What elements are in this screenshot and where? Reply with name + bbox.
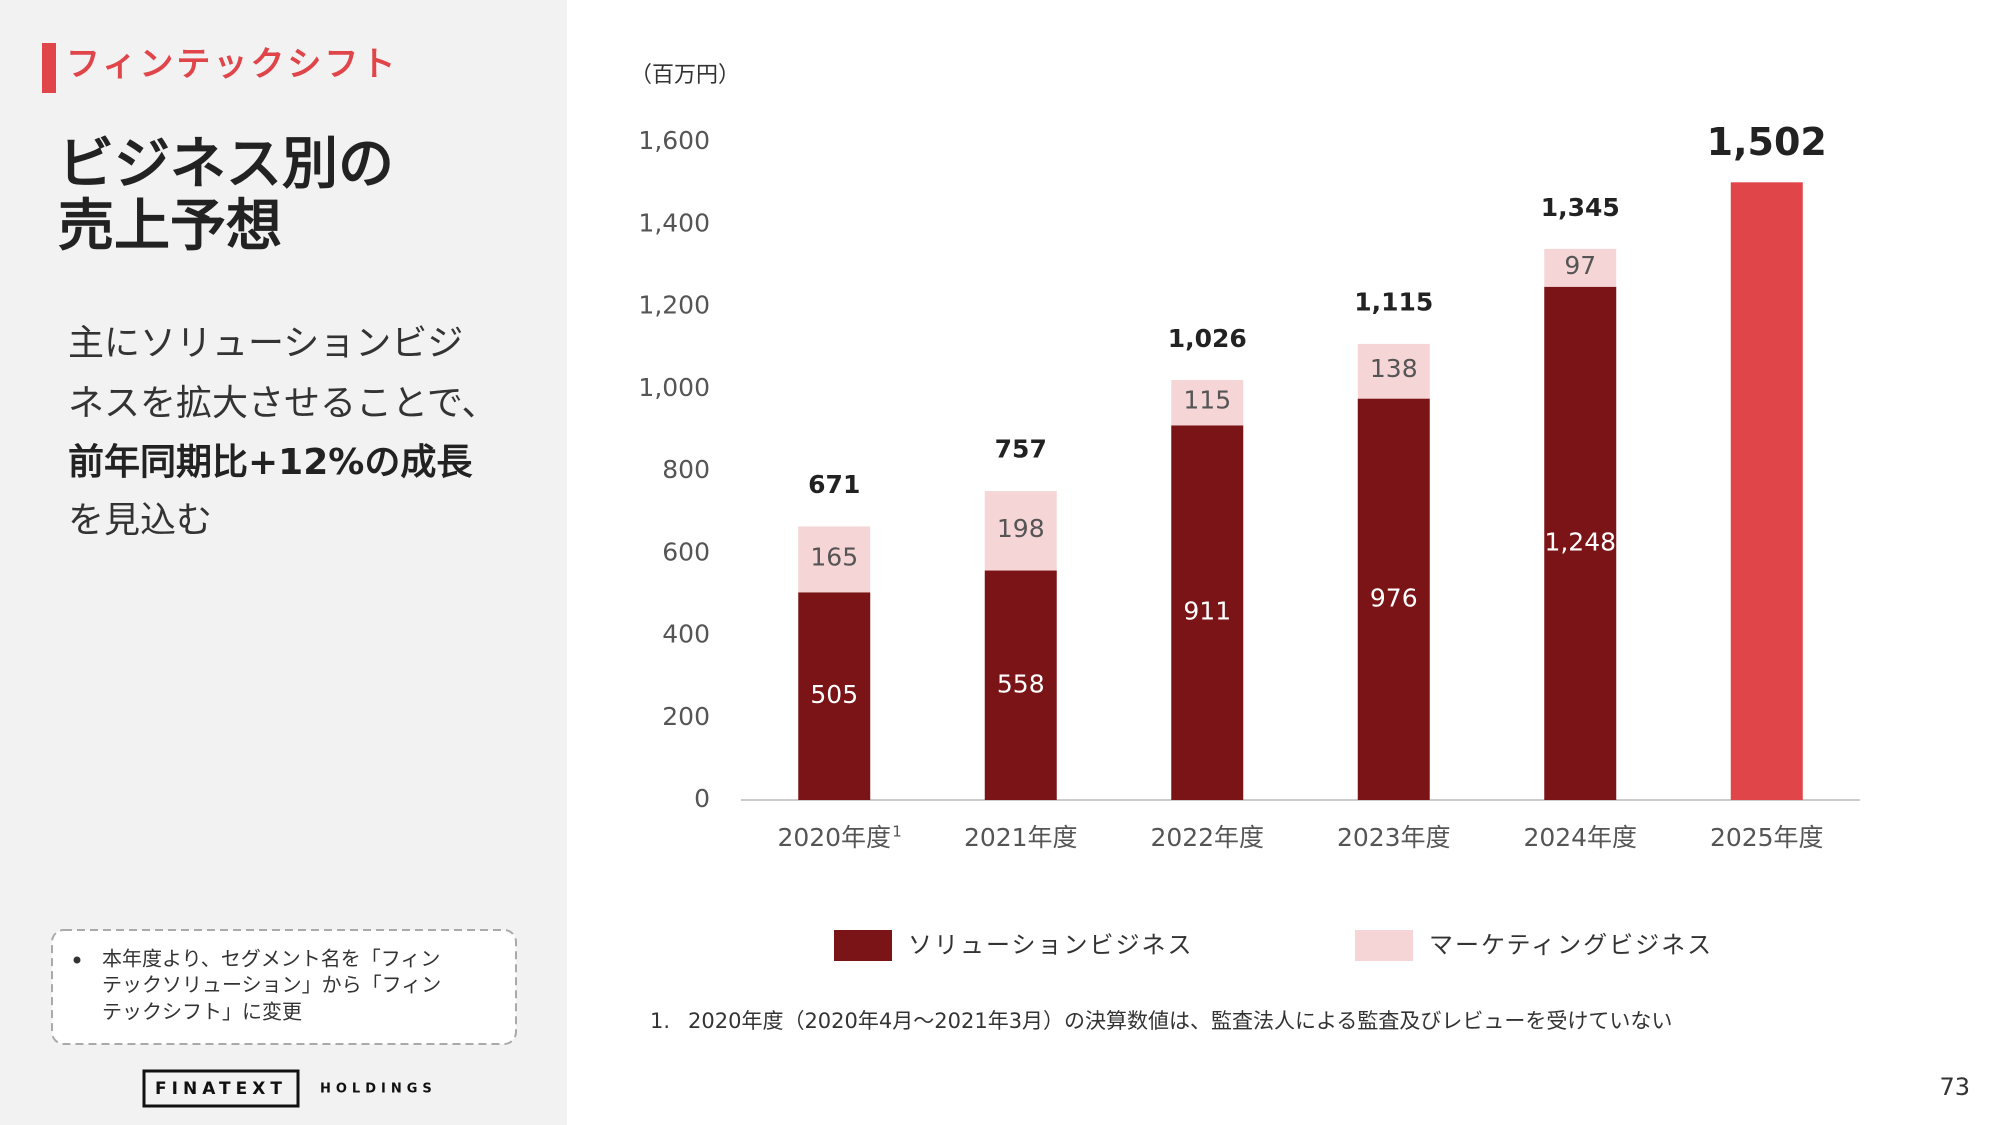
total-label: 1,026 xyxy=(1168,324,1247,353)
logo-box xyxy=(142,1069,300,1108)
y-tick-label: 1,200 xyxy=(638,291,710,320)
segment-label: 911 xyxy=(1183,597,1231,626)
x-tick-label: 2022年度 xyxy=(1150,823,1264,852)
title-line: ビジネス別の xyxy=(58,132,394,197)
logo-suffix: HOLDINGS xyxy=(320,1082,437,1097)
bar-segment xyxy=(1544,286,1617,800)
segment-label: 97 xyxy=(1564,251,1596,280)
title-line: 売上予想 xyxy=(58,194,282,259)
x-tick-label: 2024年度 xyxy=(1523,823,1637,852)
note-line: テックソリューション」から「フィン xyxy=(102,973,441,997)
segment-label: 198 xyxy=(997,514,1045,543)
body-line: ネスを拡大させることで、 xyxy=(68,383,497,424)
legend-swatch xyxy=(834,930,892,961)
bar-segment xyxy=(1171,425,1244,800)
segment-label: 165 xyxy=(810,542,858,571)
segment-label: 505 xyxy=(810,680,858,709)
bar-segment xyxy=(1544,248,1617,287)
bar-segment xyxy=(1357,343,1430,399)
total-label: 757 xyxy=(995,435,1047,464)
x-tick-label: 2020年度 xyxy=(777,823,891,852)
section-title: フィンテックシフト xyxy=(66,45,398,85)
note-line: 本年度より、セグメント名を「フィン xyxy=(102,947,440,971)
y-tick-label: 200 xyxy=(662,702,710,731)
segment-label: 138 xyxy=(1370,354,1418,383)
footnote: 2020年度（2020年4月～2021年3月）の決算数値は、監査法人による監査及… xyxy=(688,1009,1672,1033)
y-tick-label: 1,400 xyxy=(638,208,710,237)
legend-label: マーケティングビジネス xyxy=(1429,931,1713,959)
total-label: 1,115 xyxy=(1354,287,1433,316)
bar xyxy=(1730,182,1803,801)
section-marker xyxy=(42,43,56,93)
bar-segment xyxy=(798,526,871,593)
y-tick-label: 0 xyxy=(694,784,710,813)
body-line: 主にソリューションビジ xyxy=(68,323,463,364)
y-tick-label: 800 xyxy=(662,455,710,484)
segment-label: 976 xyxy=(1370,583,1418,612)
logo: FINATEXT xyxy=(155,1079,287,1099)
x-tick-label: 2023年度 xyxy=(1337,823,1451,852)
unit-label: （百万円） xyxy=(630,63,740,88)
segment-label: 115 xyxy=(1183,386,1231,415)
note-line: テックシフト」に変更 xyxy=(102,1000,302,1024)
legend-swatch xyxy=(1355,930,1413,961)
footnote-marker: 1. xyxy=(650,1009,670,1033)
x-tick-footnote: 1 xyxy=(892,823,902,841)
x-tick-label: 2025年度 xyxy=(1710,823,1824,852)
y-tick-label: 1,000 xyxy=(638,373,710,402)
bar-segment xyxy=(1171,380,1244,426)
body-line: を見込む xyxy=(68,500,212,541)
note-box xyxy=(51,929,517,1045)
bar-segment xyxy=(1357,398,1430,800)
page-number: 73 xyxy=(1939,1073,1970,1101)
bar-segment xyxy=(798,592,871,800)
bullet xyxy=(73,956,81,964)
legend-label: ソリューションビジネス xyxy=(908,931,1194,959)
y-tick-label: 1,600 xyxy=(638,126,710,155)
x-tick-label: 2021年度 xyxy=(964,823,1078,852)
y-tick-label: 600 xyxy=(662,537,710,566)
bar-segment xyxy=(984,570,1057,800)
bar-segment xyxy=(984,491,1057,571)
y-tick-label: 400 xyxy=(662,620,710,649)
segment-label: 558 xyxy=(997,669,1045,698)
body-line: 前年同期比+12%の成長 xyxy=(68,442,473,483)
total-label: 1,345 xyxy=(1541,193,1620,222)
total-label: 1,502 xyxy=(1707,120,1827,164)
total-label: 671 xyxy=(808,470,860,499)
segment-label: 1,248 xyxy=(1544,527,1616,556)
